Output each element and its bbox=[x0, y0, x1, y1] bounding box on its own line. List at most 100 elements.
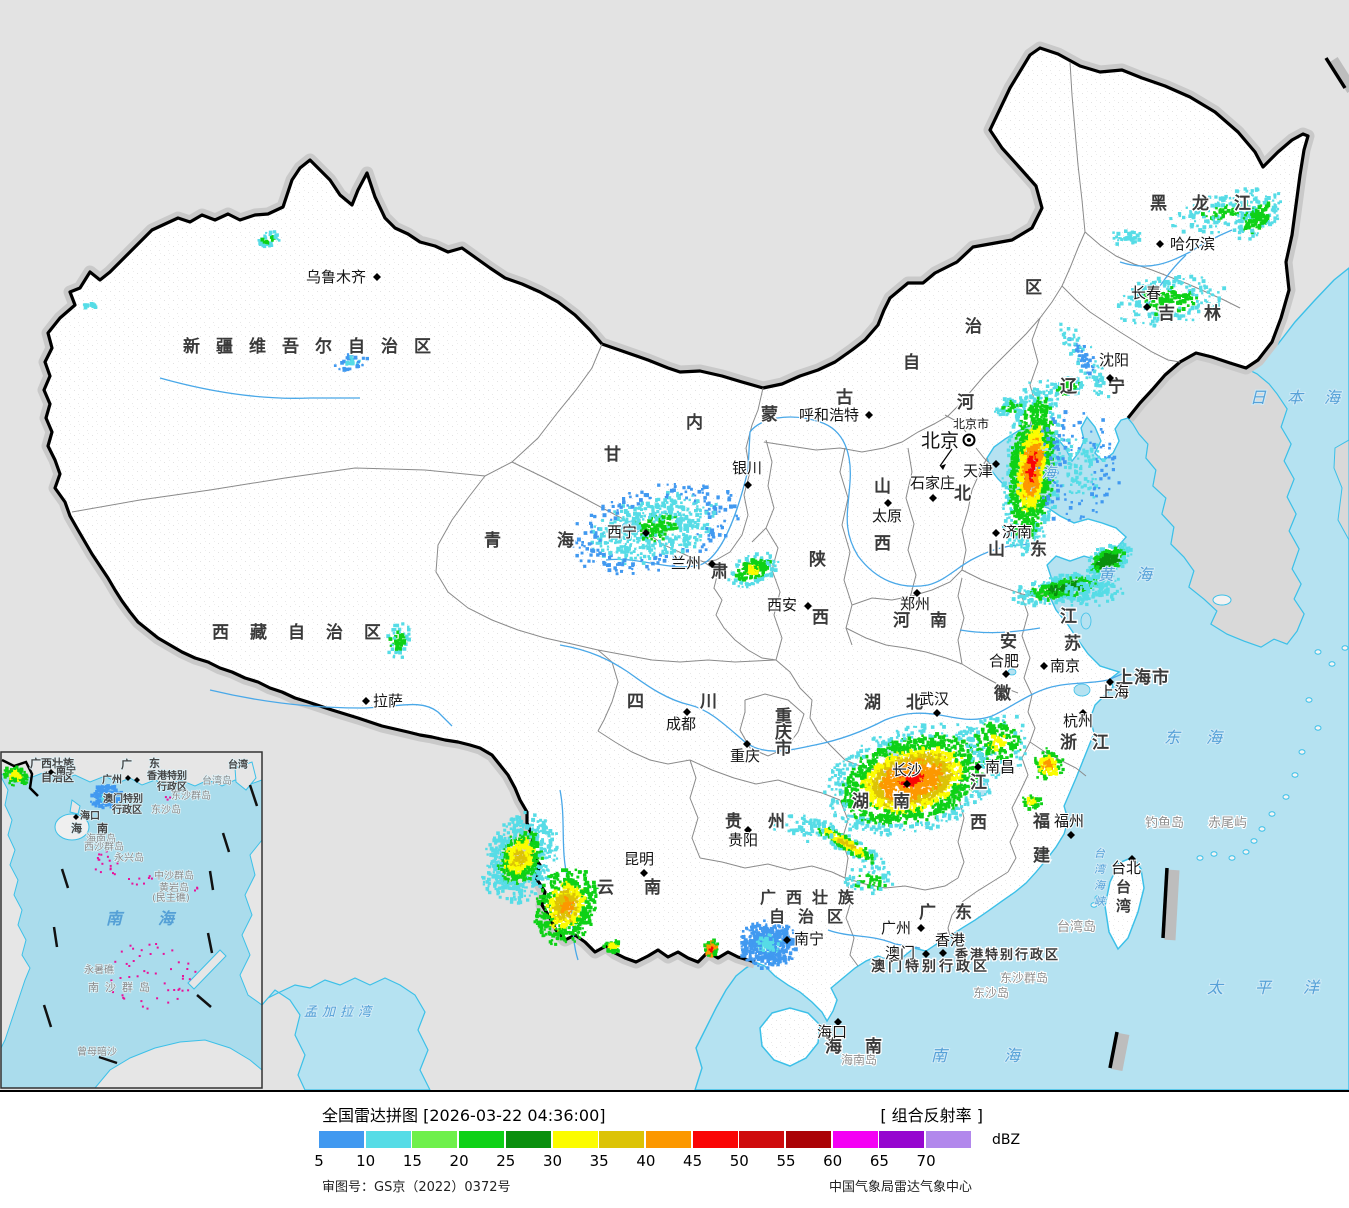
map-label: 浙 bbox=[1060, 732, 1077, 753]
map-label: 永暑礁 bbox=[84, 963, 114, 976]
map-label: 南 bbox=[88, 981, 99, 994]
colorbar-tick: 70 bbox=[916, 1152, 936, 1170]
city-marker bbox=[992, 460, 1000, 468]
city-marker bbox=[1040, 662, 1048, 670]
map-label: 政 bbox=[956, 958, 971, 975]
city-label: 北京 bbox=[921, 430, 959, 452]
map-label: 吉 bbox=[1158, 304, 1175, 324]
map-label: 台 bbox=[1116, 878, 1131, 896]
inset-city-marker bbox=[48, 769, 54, 775]
map-label: 蒙 bbox=[761, 404, 778, 425]
map-label: 苏 bbox=[1064, 633, 1081, 654]
map-label: 东 bbox=[149, 756, 160, 770]
map-label: 山 bbox=[874, 477, 891, 497]
city-marker bbox=[744, 826, 752, 834]
city-label: 南宁 bbox=[794, 930, 824, 948]
map-label: 湾 bbox=[358, 1004, 373, 1020]
map-label: 庆 bbox=[775, 722, 792, 743]
map-label: 南宁 bbox=[56, 764, 76, 777]
bay-of-bengal bbox=[261, 977, 431, 1091]
city-marker bbox=[929, 494, 937, 502]
map-label: 政 bbox=[1030, 947, 1044, 963]
city-label: 台北 bbox=[1111, 859, 1141, 877]
city-marker bbox=[974, 763, 982, 771]
map-label: 甘 bbox=[604, 444, 621, 465]
map-label: 自治区 bbox=[41, 770, 74, 784]
map-label: 广州 bbox=[102, 773, 122, 786]
colorbar-tick: 40 bbox=[636, 1152, 656, 1170]
city-label: 南昌 bbox=[985, 758, 1015, 776]
map-label: 香 bbox=[954, 947, 969, 963]
map-label: 市 bbox=[1152, 667, 1169, 688]
city-marker bbox=[903, 780, 911, 788]
city-label: 沈阳 bbox=[1099, 351, 1129, 369]
map-label: 峡 bbox=[1094, 895, 1107, 908]
map-label: 广西壮族 bbox=[30, 756, 75, 770]
map-label: 族 bbox=[838, 888, 855, 907]
inset-frame bbox=[0, 751, 263, 1089]
city-label: 澳门 bbox=[885, 944, 915, 962]
map-label: 海 bbox=[1042, 465, 1058, 481]
map-label: 林 bbox=[1204, 303, 1221, 324]
colorbar-tick: 30 bbox=[542, 1152, 563, 1170]
colorbar-tick: 35 bbox=[589, 1152, 609, 1170]
map-label: 西 bbox=[812, 608, 829, 628]
city-marker bbox=[865, 411, 873, 419]
map-label: 福 bbox=[1032, 811, 1050, 832]
map-label: 群 bbox=[122, 980, 133, 994]
map-label: 东沙岛 bbox=[973, 985, 1009, 1000]
city-marker bbox=[783, 936, 791, 944]
colorbar-segment bbox=[412, 1131, 458, 1148]
map-label: 本 bbox=[1287, 388, 1305, 407]
map-label: 广 bbox=[760, 888, 776, 907]
map-label: 河 bbox=[893, 611, 910, 631]
map-label: 区 bbox=[827, 907, 843, 926]
city-marker bbox=[642, 529, 650, 537]
taiwan-island bbox=[1104, 856, 1145, 951]
map-label: 东 bbox=[955, 902, 972, 923]
city-marker bbox=[1156, 240, 1164, 248]
map-label: 海南岛 bbox=[841, 1052, 877, 1067]
map-label: 西 bbox=[212, 623, 229, 643]
map-label: 澳 bbox=[871, 958, 886, 975]
city-label: 乌鲁木齐 bbox=[306, 268, 366, 286]
map-label: 东沙群岛 bbox=[1000, 970, 1048, 985]
city-label: 石家庄 bbox=[910, 474, 955, 492]
map-label: 市 bbox=[775, 738, 792, 759]
city-label: 杭州 bbox=[1063, 712, 1093, 730]
map-label: 辽 bbox=[1060, 377, 1078, 397]
china-border bbox=[42, 46, 1310, 964]
map-label: 门 bbox=[888, 958, 902, 975]
inset-indochina bbox=[1, 775, 31, 1050]
map-label: 海口 bbox=[80, 809, 100, 822]
map-label: 香港特别 bbox=[147, 769, 187, 782]
colorbar-segment bbox=[459, 1131, 505, 1148]
map-label: 区 bbox=[1025, 278, 1042, 298]
map-label: 南 bbox=[644, 877, 661, 898]
map-label: 海 bbox=[1094, 879, 1107, 892]
city-label: 长春 bbox=[1131, 284, 1161, 302]
map-label: 赤尾屿 bbox=[1208, 816, 1247, 831]
city-marker bbox=[373, 273, 381, 281]
city-marker bbox=[1106, 678, 1114, 686]
map-label: 行政区 bbox=[111, 803, 142, 816]
legend-title: 全国雷达拼图 [2026-03-22 04:36:00] bbox=[322, 1106, 606, 1125]
map-label: 内 bbox=[686, 412, 703, 433]
map-label: 太 bbox=[1207, 978, 1225, 997]
colorbar-tick: 20 bbox=[449, 1152, 469, 1170]
colorbar-segment bbox=[786, 1131, 831, 1148]
colorbar-tick: 5 bbox=[314, 1152, 324, 1170]
map-label: 洋 bbox=[1303, 978, 1321, 997]
map-label: 吾 bbox=[282, 337, 299, 357]
map-label: 沙 bbox=[105, 981, 116, 994]
city-label: 兰州 bbox=[671, 554, 701, 572]
inset-borneo bbox=[94, 1039, 262, 1088]
map-label: 加 bbox=[322, 1005, 337, 1020]
map-label: 陕 bbox=[809, 549, 826, 570]
map-label: 海 bbox=[1134, 667, 1151, 688]
colorbar-segment bbox=[599, 1131, 645, 1148]
city-label: 呼和浩特 bbox=[799, 406, 859, 424]
map-label: 南 bbox=[893, 791, 910, 812]
map-label: 海南岛 bbox=[86, 832, 116, 845]
